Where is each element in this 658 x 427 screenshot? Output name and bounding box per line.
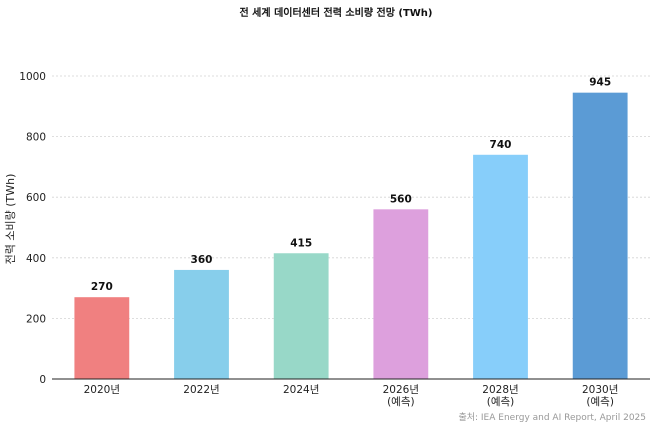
source-note: 출처: IEA Energy and AI Report, April 2025 bbox=[458, 411, 646, 423]
y-tick-label: 1000 bbox=[19, 71, 46, 83]
gridlines bbox=[52, 75, 650, 319]
bars: 270 360 415 560 740 945 bbox=[74, 77, 628, 379]
y-tick-label: 200 bbox=[26, 313, 46, 325]
x-tick-label: 2024년 bbox=[283, 384, 319, 396]
bar bbox=[473, 154, 528, 379]
x-tick-label: (예측) bbox=[387, 395, 415, 408]
bar-value-label: 560 bbox=[390, 193, 412, 205]
y-axis-label: 전력 소비량 (TWh) bbox=[4, 174, 17, 265]
bar-value-label: 740 bbox=[490, 139, 512, 151]
x-tick-label: 2020년 bbox=[84, 384, 120, 396]
bar bbox=[273, 253, 329, 379]
x-tick-label: (예측) bbox=[487, 395, 515, 408]
bar bbox=[74, 297, 130, 379]
chart-title: 전 세계 데이터센터 전력 소비량 전망 (TWh) bbox=[240, 6, 433, 19]
bar bbox=[373, 209, 429, 379]
x-tick-label: 2030년 bbox=[582, 384, 618, 396]
x-tick-label: 2028년 bbox=[482, 384, 518, 396]
bar-value-label: 945 bbox=[589, 77, 611, 89]
x-tick-label: 2026년 bbox=[383, 384, 419, 396]
bar-value-label: 415 bbox=[290, 237, 312, 249]
y-tick-label: 600 bbox=[26, 192, 46, 204]
y-axis-ticks: 0 200 400 600 800 1000 bbox=[19, 71, 46, 386]
x-axis-ticks: 2020년 2022년 2024년 2026년(예측)2028년(예측)2030년(예… bbox=[84, 384, 619, 408]
y-tick-label: 400 bbox=[26, 253, 46, 265]
y-tick-label: 0 bbox=[39, 374, 46, 386]
x-tick-label: 2022년 bbox=[183, 384, 219, 396]
bar bbox=[174, 269, 229, 379]
x-tick-label: (예측) bbox=[586, 395, 614, 408]
bar bbox=[572, 92, 628, 379]
bar-value-label: 270 bbox=[91, 281, 113, 293]
y-tick-label: 800 bbox=[26, 132, 46, 144]
bar-value-label: 360 bbox=[191, 254, 213, 266]
